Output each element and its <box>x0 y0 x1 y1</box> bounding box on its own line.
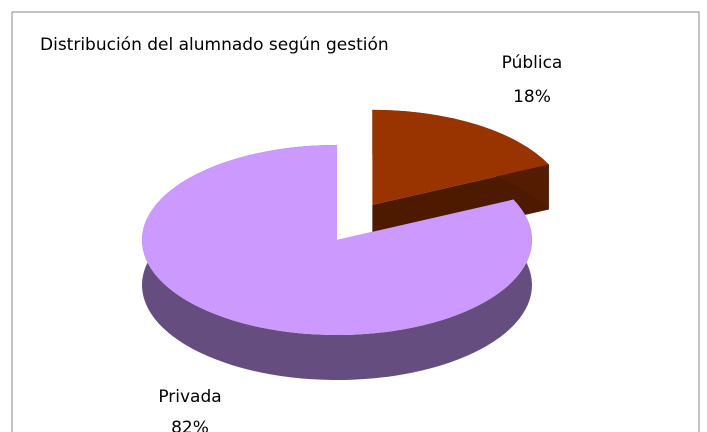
chart-border <box>11 11 700 432</box>
slice-label: Pública <box>502 53 563 73</box>
slice <box>372 109 549 205</box>
slice <box>142 145 532 335</box>
chart-title: Distribución del alumnado según gestión <box>40 35 389 55</box>
slice-value-label: 18% <box>513 87 551 107</box>
slice-value-label: 82% <box>171 418 209 432</box>
slice-label: Privada <box>158 387 221 407</box>
